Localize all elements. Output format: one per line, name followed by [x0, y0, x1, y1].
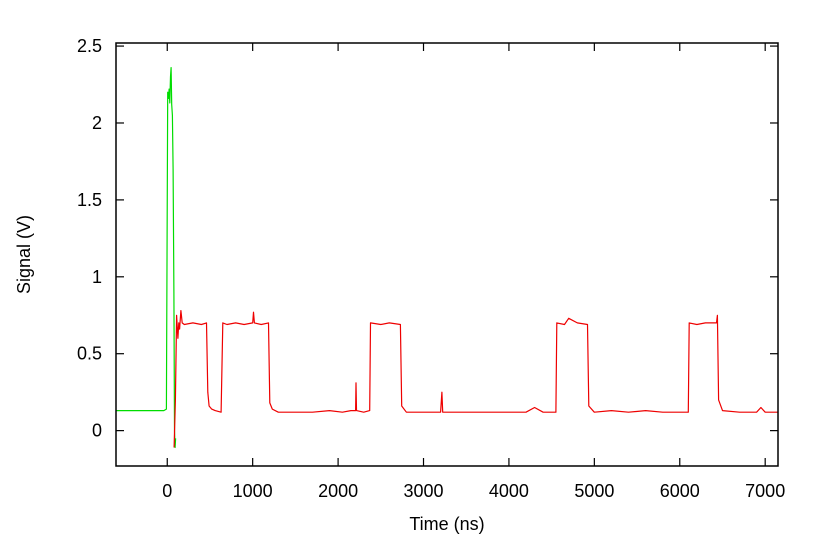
- x-tick-label: 5000: [574, 481, 614, 501]
- y-tick-label: 2: [92, 113, 102, 133]
- y-tick-label: 1: [92, 267, 102, 287]
- y-tick-label: 0.5: [77, 344, 102, 364]
- y-tick-label: 2.5: [77, 36, 102, 56]
- x-tick-label: 2000: [318, 481, 358, 501]
- ticks-layer: 0 1000 2000 3000 4000 5000 6000 7000 0 0.5 1 1.5 2 2.…: [77, 36, 785, 501]
- plot-frame: [115, 42, 779, 467]
- y-tick-label: 0: [92, 421, 102, 441]
- x-tick-label: 7000: [745, 481, 785, 501]
- x-tick-label: 6000: [660, 481, 700, 501]
- x-tick-label: 4000: [489, 481, 529, 501]
- series-layer: [116, 67, 778, 449]
- x-tick-label: 0: [162, 481, 172, 501]
- y-tick-label: 1.5: [77, 190, 102, 210]
- x-tick-label: 1000: [233, 481, 273, 501]
- x-axis-label: Time (ns): [409, 514, 484, 534]
- series-line-0: [116, 67, 177, 449]
- x-tick-label: 3000: [403, 481, 443, 501]
- y-axis-label: Signal (V): [14, 215, 34, 294]
- series-line-1: [173, 310, 778, 448]
